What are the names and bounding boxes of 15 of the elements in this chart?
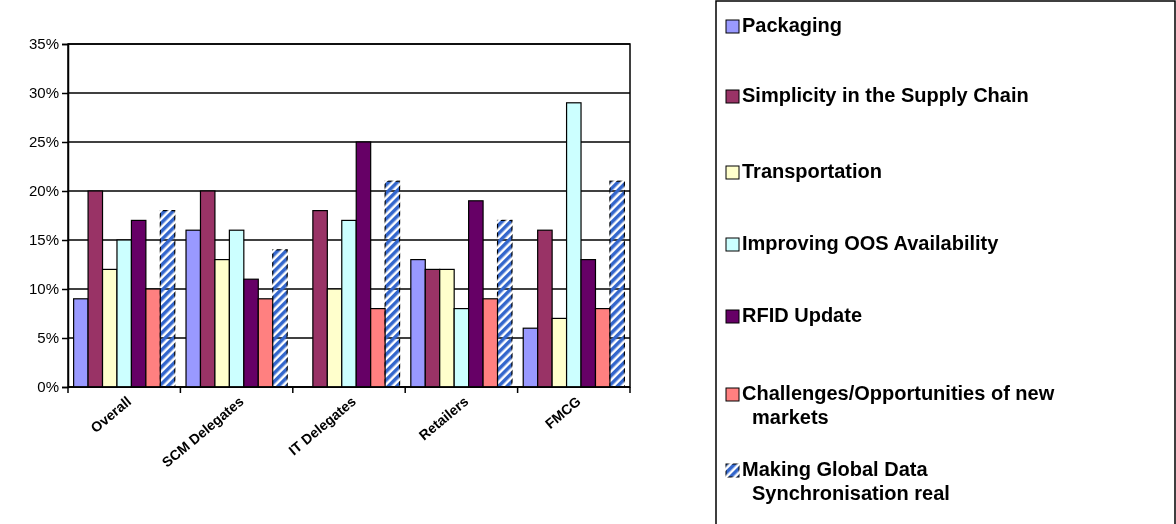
legend-label: Simplicity in the Supply Chain [742,84,1029,106]
y-tick-label: 35% [28,35,59,53]
legend-label: RFID Update [742,304,862,326]
legend-label: Transportation [742,160,883,182]
legend-label: Making Global Data Synchronisation real [742,458,950,504]
legend-label: Packaging [742,14,843,36]
y-tick-label: 15% [28,231,59,249]
legend-label: Challenges/Opportunities of new markets [742,382,1055,428]
y-tick-label: 20% [28,182,59,200]
legend-label: Improving OOS Availability [742,232,1000,254]
y-tick-label: 25% [28,133,59,151]
y-tick-label: 30% [28,84,59,102]
y-tick-label: 10% [28,280,59,298]
y-tick-label: 0% [37,378,59,396]
y-tick-label: 5% [37,329,59,347]
